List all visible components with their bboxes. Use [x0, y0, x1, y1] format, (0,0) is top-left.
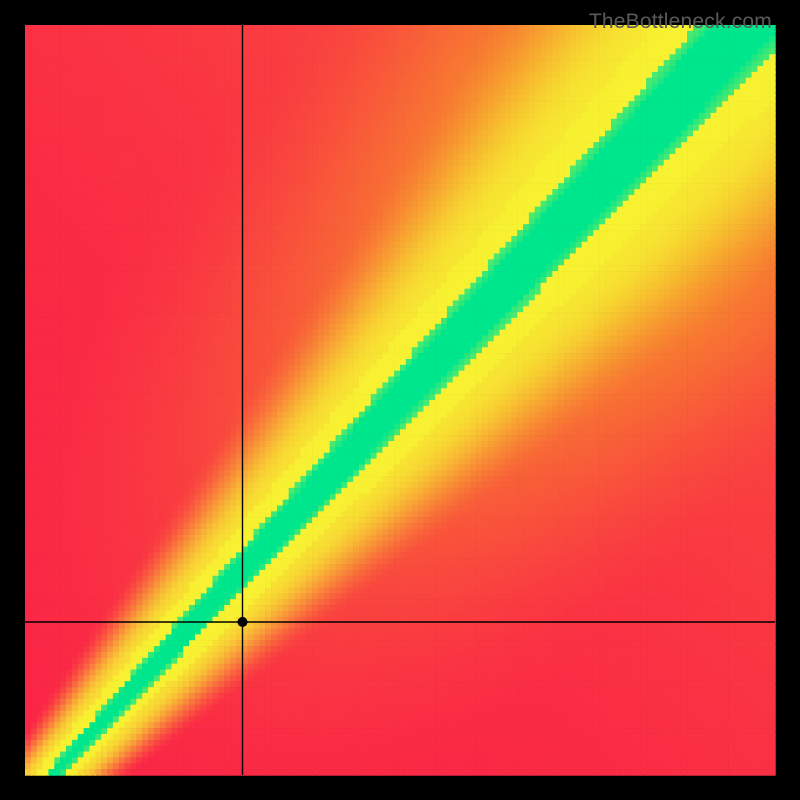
watermark-text: TheBottleneck.com: [589, 10, 772, 34]
bottleneck-heatmap-canvas: [0, 0, 800, 800]
chart-container: TheBottleneck.com: [0, 0, 800, 800]
